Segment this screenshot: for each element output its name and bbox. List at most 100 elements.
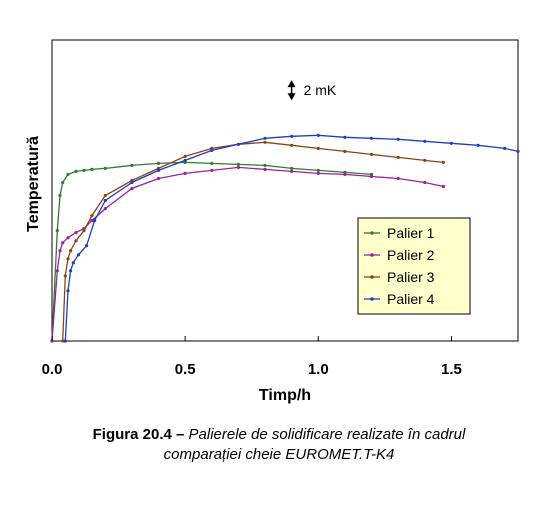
- data-point-palier-2-13: [236, 165, 240, 169]
- data-point-palier-3-10: [183, 154, 187, 158]
- series-palier-4: [63, 133, 520, 343]
- data-point-palier-3-0: [61, 339, 65, 343]
- data-point-palier-3-1: [63, 274, 67, 278]
- scale-annotation: 2 mK: [287, 80, 337, 101]
- data-point-palier-3-6: [90, 214, 94, 218]
- data-point-palier-4-1: [66, 289, 70, 293]
- data-point-palier-4-16: [343, 135, 347, 139]
- legend-label-palier-4: Palier 4: [387, 291, 435, 307]
- data-point-palier-2-17: [343, 172, 347, 176]
- data-point-palier-4-18: [396, 137, 400, 141]
- data-point-palier-3-5: [82, 229, 86, 233]
- data-point-palier-2-3: [61, 241, 65, 245]
- data-point-palier-4-7: [103, 198, 107, 203]
- data-point-palier-3-16: [343, 149, 347, 153]
- data-point-palier-4-5: [85, 244, 89, 248]
- data-point-palier-2-2: [58, 249, 62, 253]
- scale-label: 2 mK: [304, 82, 337, 98]
- data-point-palier-1-4: [66, 172, 70, 176]
- data-point-palier-2-5: [74, 231, 78, 235]
- data-point-palier-4-23: [516, 149, 520, 153]
- data-point-palier-2-21: [441, 184, 445, 189]
- scale-arrow-head-top: [287, 80, 296, 88]
- data-point-palier-4-6: [93, 219, 97, 223]
- data-point-palier-4-12: [236, 142, 240, 146]
- data-point-palier-3-18: [396, 155, 400, 159]
- x-axis: 0.0 0.5 1.0 1.5: [42, 336, 462, 378]
- data-point-palier-3-14: [290, 143, 294, 147]
- data-point-palier-2-11: [183, 171, 187, 175]
- data-point-palier-4-2: [69, 269, 73, 273]
- data-point-palier-1-1: [55, 229, 59, 233]
- data-point-palier-2-15: [290, 169, 294, 173]
- legend-marker-palier-4: [370, 297, 374, 301]
- legend-item-palier-2: Palier 2: [364, 247, 435, 263]
- data-point-palier-1-8: [103, 166, 107, 170]
- caption-text-1: Palierele de solidificare realizate în c…: [188, 426, 466, 443]
- legend: Palier 1 Palier 2 Palier 3 Palier 4: [357, 217, 471, 315]
- legend-item-palier-4: Palier 4: [364, 291, 435, 307]
- data-point-palier-3-7: [103, 193, 107, 198]
- data-point-palier-1-9: [130, 163, 134, 167]
- chart: 0.0 0.5 1.0 1.5 2 mK Timp/h Temperatură Pal…: [25, 39, 520, 404]
- data-point-palier-4-4: [77, 253, 81, 257]
- data-point-palier-4-20: [449, 141, 453, 145]
- legend-items: Palier 1 Palier 2 Palier 3 Palier 4: [364, 225, 435, 307]
- data-point-palier-4-21: [476, 143, 480, 147]
- chart-svg: 0.0 0.5 1.0 1.5 2 mK Timp/h Temperatură Pal…: [25, 39, 520, 404]
- data-point-palier-2-7: [90, 219, 94, 223]
- data-point-palier-4-17: [369, 136, 374, 140]
- x-tick-label-2: 1.0: [308, 361, 329, 378]
- caption-line-1: Figura 20.4 – Palierele de solidificare …: [0, 425, 558, 445]
- x-tick-label-3: 1.5: [441, 361, 462, 378]
- data-point-palier-3-2: [66, 257, 70, 261]
- data-point-palier-4-11: [210, 148, 214, 152]
- data-point-palier-3-20: [441, 160, 445, 164]
- data-point-palier-3-19: [423, 158, 427, 162]
- data-point-palier-1-13: [236, 162, 240, 166]
- x-tick-label-1: 0.5: [175, 361, 196, 378]
- data-point-palier-2-16: [316, 171, 320, 175]
- data-point-palier-3-17: [369, 152, 374, 156]
- data-point-palier-2-9: [130, 186, 134, 191]
- data-point-palier-3-13: [263, 140, 267, 144]
- caption-line-2: comparației cheie EUROMET.T-K4: [0, 445, 558, 465]
- data-point-palier-2-20: [423, 180, 427, 185]
- data-point-palier-4-9: [156, 168, 161, 172]
- legend-label-palier-3: Palier 3: [387, 269, 435, 285]
- data-point-palier-4-15: [316, 133, 320, 137]
- data-point-palier-4-8: [130, 180, 134, 185]
- legend-label-palier-2: Palier 2: [387, 247, 435, 263]
- data-point-palier-1-2: [58, 193, 62, 198]
- data-point-palier-1-15: [290, 166, 294, 170]
- legend-marker-palier-3: [370, 275, 374, 279]
- legend-item-palier-1: Palier 1: [364, 225, 435, 241]
- data-point-palier-2-19: [396, 176, 400, 181]
- legend-marker-palier-2: [370, 253, 374, 257]
- data-point-palier-1-16: [316, 168, 320, 172]
- data-point-palier-4-13: [263, 136, 267, 140]
- scale-arrow-head-bottom: [287, 93, 296, 101]
- caption-text-2: comparației cheie EUROMET.T-K4: [163, 446, 395, 463]
- data-point-palier-4-22: [503, 146, 507, 150]
- series-layer: [50, 133, 520, 343]
- data-point-palier-3-3: [69, 249, 73, 253]
- legend-box: [357, 217, 471, 315]
- data-point-palier-4-3: [71, 261, 75, 265]
- data-point-palier-1-6: [82, 168, 86, 172]
- y-axis-title: Temperatură: [25, 136, 42, 232]
- data-point-palier-1-5: [74, 169, 78, 173]
- data-point-palier-2-12: [210, 168, 214, 172]
- data-point-palier-2-4: [66, 236, 70, 240]
- data-point-palier-4-14: [290, 134, 294, 138]
- data-point-palier-1-14: [263, 163, 267, 167]
- data-point-palier-1-7: [90, 167, 94, 171]
- series-palier-3: [61, 140, 445, 343]
- data-point-palier-4-0: [63, 339, 67, 343]
- data-point-palier-3-15: [316, 146, 320, 150]
- caption-dash: –: [171, 426, 189, 443]
- data-point-palier-1-3: [61, 180, 65, 185]
- data-point-palier-2-18: [369, 174, 374, 179]
- data-point-palier-3-4: [74, 239, 78, 243]
- x-tick-label-0: 0.0: [42, 361, 63, 378]
